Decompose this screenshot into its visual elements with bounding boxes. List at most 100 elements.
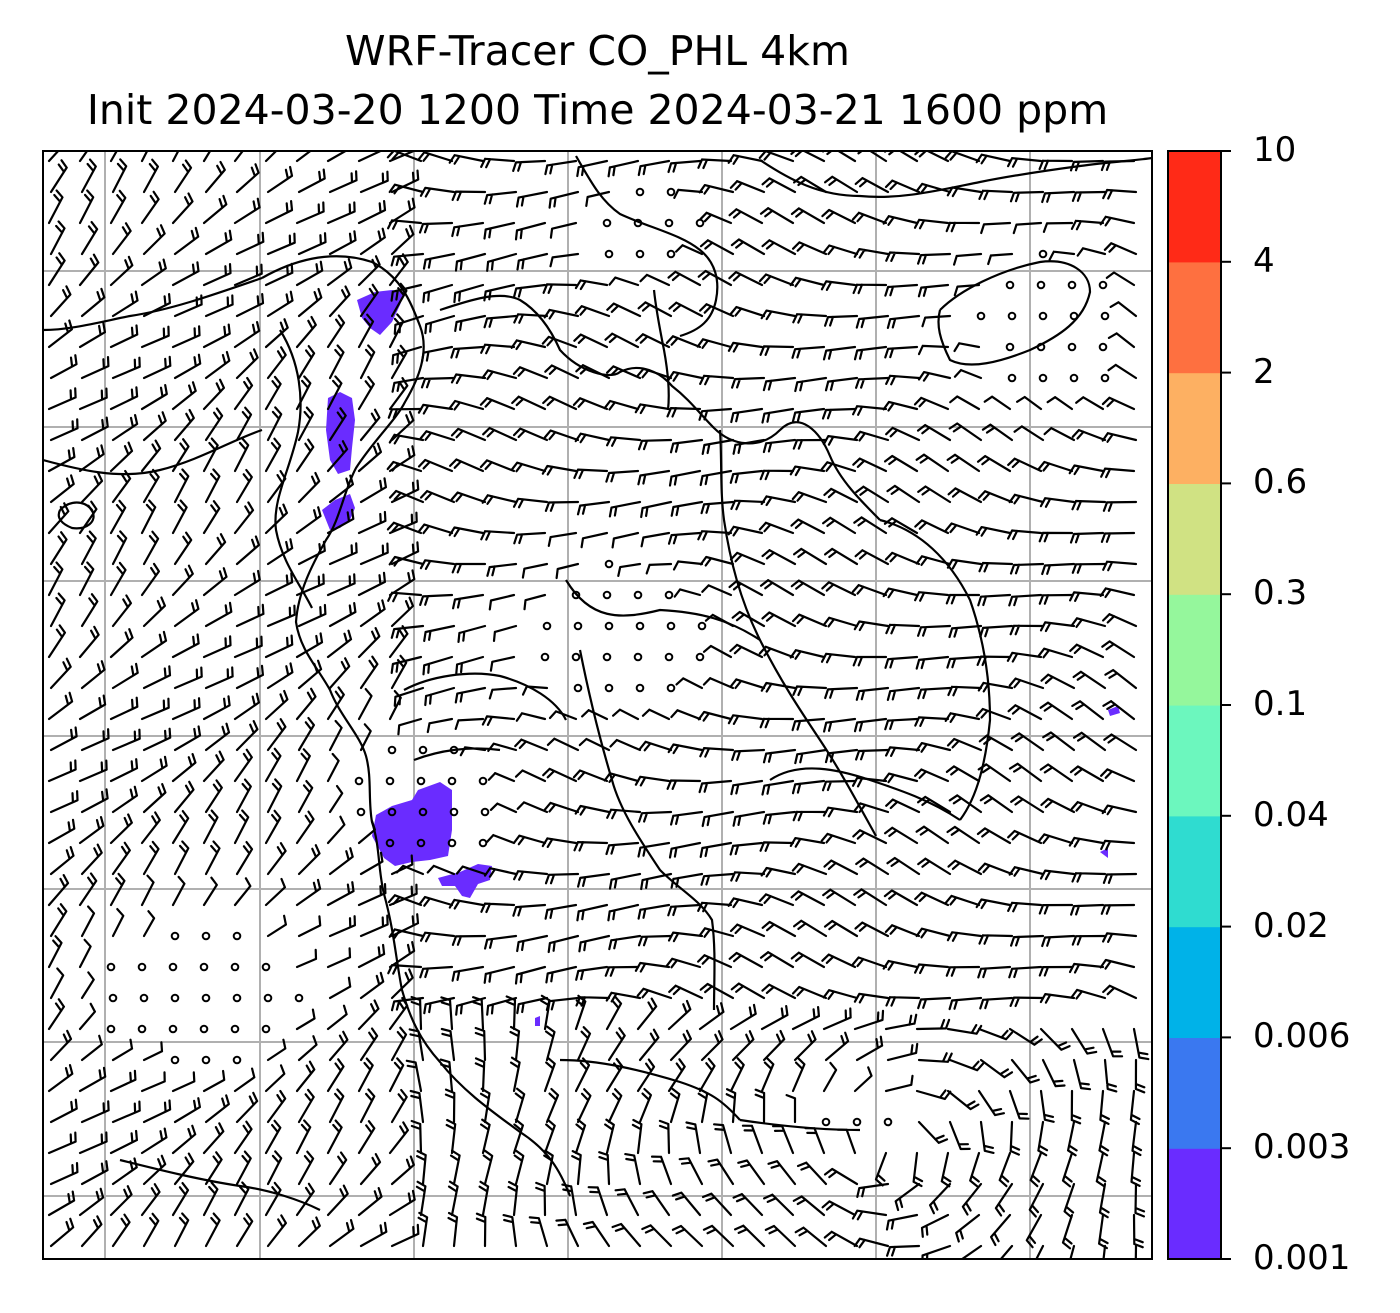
- wind-barb: [544, 872, 580, 885]
- wind-barb: [388, 433, 425, 445]
- wind-barb: [297, 1088, 315, 1124]
- wind-barb: [80, 788, 109, 814]
- wind-barb: [80, 158, 97, 194]
- wind-barb: [576, 903, 609, 922]
- wind-barb: [638, 810, 673, 823]
- wind-barb: [297, 780, 314, 814]
- wind-barb: [1008, 1027, 1043, 1046]
- wind-barb: [417, 1211, 429, 1248]
- wind-barb: [1025, 1213, 1043, 1249]
- wind-barb: [266, 604, 296, 628]
- wind-barb: [264, 1064, 286, 1093]
- wind-barb: [760, 1005, 789, 1031]
- wind-barb: [455, 865, 487, 876]
- wind-barb: [388, 555, 425, 567]
- wind-barb: [388, 1121, 409, 1155]
- wind-barb: [823, 487, 859, 504]
- wind-barb: [423, 624, 456, 642]
- wind-barb: [481, 715, 516, 726]
- wind-barb: [853, 802, 890, 814]
- wind-barb: [173, 599, 200, 628]
- wind-barb: [326, 629, 353, 659]
- wind-barb: [789, 276, 826, 288]
- wind-barb: [80, 971, 95, 1000]
- wind-barb: [480, 530, 516, 541]
- wind-barb: [667, 999, 692, 1031]
- wind-barb: [1102, 1244, 1107, 1259]
- wind-barb: [1102, 984, 1138, 1000]
- wind-barb: [917, 795, 952, 814]
- wind-barb-calm: [633, 218, 643, 228]
- wind-barb: [295, 687, 317, 721]
- wind-barb: [266, 1038, 287, 1062]
- wind-barb: [173, 294, 203, 318]
- wind-barb: [328, 915, 356, 938]
- wind-barb: [1105, 271, 1136, 287]
- colorbar-tick-label: 0.3: [1253, 573, 1308, 614]
- wind-barb: [328, 784, 344, 814]
- wind-barb: [761, 779, 795, 796]
- wind-barb: [264, 1119, 282, 1155]
- wind-barb: [1069, 159, 1105, 172]
- wind-barb: [884, 826, 919, 845]
- wind-barb: [822, 1007, 852, 1031]
- title-line-1: WRF-Tracer CO_PHL 4km: [345, 27, 850, 75]
- wind-barb-calm: [199, 1024, 209, 1034]
- wind-barb: [326, 752, 340, 783]
- wind-barb: [390, 1223, 420, 1248]
- wind-barb: [450, 427, 487, 442]
- wind-barb: [80, 471, 104, 504]
- wind-barb: [266, 406, 283, 442]
- wind-barb: [1038, 965, 1074, 977]
- wind-barb: [678, 1157, 704, 1186]
- wind-barb: [545, 965, 578, 984]
- wind-barb: [1008, 593, 1043, 607]
- wind-barb: [701, 584, 733, 597]
- tracer-plume: [1108, 706, 1120, 716]
- state-border: [403, 672, 567, 721]
- wind-barb: [541, 464, 578, 476]
- wind-barb-calm: [604, 621, 614, 631]
- wind-barb: [328, 976, 352, 1000]
- wind-barb: [792, 313, 828, 324]
- wind-barb: [884, 655, 919, 669]
- wind-barb: [979, 1120, 995, 1154]
- wind-barb-calm: [449, 807, 459, 817]
- wind-barb: [916, 424, 952, 442]
- wind-barb: [1039, 869, 1076, 881]
- wind-barb: [405, 1059, 423, 1093]
- wind-barb: [326, 1058, 345, 1093]
- wind-barb: [792, 241, 828, 256]
- wind-barb: [78, 322, 106, 349]
- wind-barb: [49, 1217, 75, 1248]
- coastline: [439, 294, 881, 521]
- wind-barb: [326, 508, 355, 535]
- wind-barb-calm: [1007, 373, 1017, 383]
- wind-barb: [884, 717, 919, 731]
- wind-barb: [173, 666, 203, 690]
- wind-barb: [949, 395, 981, 411]
- wind-barb: [790, 890, 826, 907]
- wind-barb: [1069, 531, 1105, 544]
- wind-barb: [611, 1222, 642, 1248]
- wind-barb: [636, 1058, 656, 1093]
- wind-barb: [328, 407, 347, 442]
- wind-barb: [885, 251, 921, 262]
- wind-barb: [1042, 221, 1074, 233]
- wind-barb: [264, 437, 282, 473]
- wind-barb: [328, 847, 354, 876]
- wind-barb: [948, 624, 983, 639]
- wind-barb: [761, 611, 797, 628]
- wind-barb-calm: [635, 249, 645, 259]
- wind-barb: [202, 151, 212, 163]
- wind-barb: [235, 720, 259, 752]
- colorbar-segment: [1168, 372, 1221, 484]
- wind-barb-calm: [356, 807, 366, 817]
- wind-barb: [543, 1056, 556, 1093]
- wind-barb: [140, 439, 162, 473]
- colorbar-tick-label: 2: [1253, 351, 1275, 392]
- wind-barb: [235, 1091, 259, 1124]
- wind-barb: [731, 748, 766, 761]
- wind-barb: [418, 221, 454, 234]
- wind-barb: [505, 995, 517, 1031]
